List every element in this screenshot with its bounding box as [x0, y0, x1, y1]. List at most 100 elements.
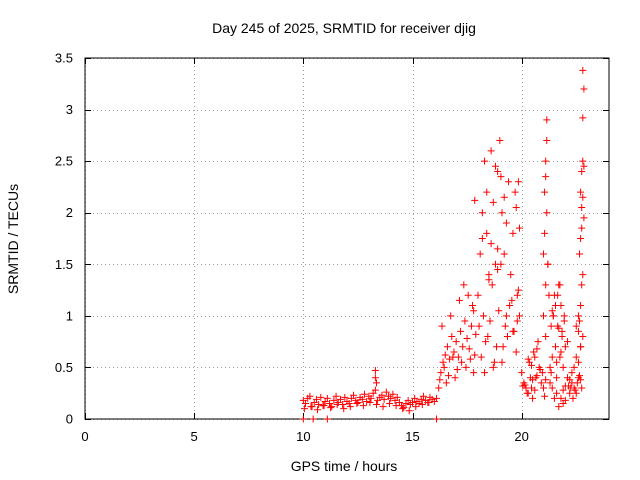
data-point [494, 265, 502, 273]
data-point [502, 219, 510, 227]
data-point [346, 403, 354, 411]
data-point [515, 312, 523, 320]
data-point [478, 235, 486, 242]
data-point [568, 369, 576, 377]
data-point [494, 245, 502, 253]
data-point [478, 209, 486, 217]
data-point [497, 260, 505, 268]
data-point [533, 345, 541, 353]
data-point [453, 365, 461, 373]
data-point [500, 193, 508, 201]
data-point [306, 392, 314, 400]
data-point [567, 384, 575, 392]
data-point [549, 312, 557, 320]
data-point [547, 322, 555, 330]
data-point [531, 353, 539, 361]
data-point [553, 389, 561, 397]
data-point [578, 204, 586, 212]
data-point [514, 178, 522, 186]
data-point [491, 162, 499, 170]
data-point [497, 173, 505, 181]
data-point [404, 396, 412, 404]
data-point [541, 188, 549, 196]
x-tick-label: 15 [405, 429, 419, 444]
data-point [300, 405, 308, 413]
data-point [455, 296, 463, 304]
data-point [438, 322, 446, 330]
data-point [556, 353, 564, 361]
x-tick-label: 0 [81, 429, 88, 444]
data-point [330, 396, 338, 404]
y-tick-label: 3 [66, 102, 73, 117]
data-point [463, 335, 471, 343]
data-point [540, 312, 547, 320]
data-point [481, 369, 489, 377]
data-point [314, 406, 322, 414]
data-point [489, 363, 497, 371]
data-point [564, 338, 572, 346]
data-point [371, 386, 379, 394]
data-point [372, 401, 380, 409]
data-point [548, 384, 556, 392]
data-point [542, 281, 550, 289]
data-point [443, 343, 451, 351]
data-point [530, 348, 538, 356]
data-point [578, 224, 586, 232]
data-point [515, 224, 523, 232]
data-point [521, 381, 529, 389]
data-point [481, 157, 489, 165]
data-point [559, 386, 567, 394]
data-point [440, 363, 448, 371]
data-point [543, 209, 551, 217]
data-point [332, 392, 340, 400]
data-point [547, 369, 555, 377]
data-point [555, 324, 563, 332]
data-point [399, 405, 407, 413]
data-point [467, 322, 475, 330]
data-point [527, 384, 535, 392]
data-point [323, 415, 331, 423]
data-point [574, 358, 582, 366]
data-point [405, 407, 413, 415]
data-point [512, 204, 520, 212]
data-point [477, 353, 485, 361]
data-point [506, 302, 514, 310]
data-point [529, 394, 537, 402]
data-point [441, 351, 449, 359]
data-point [389, 390, 397, 398]
data-point [580, 85, 588, 93]
data-point [509, 327, 517, 335]
data-point [538, 369, 546, 377]
data-point [542, 332, 550, 340]
data-point [542, 376, 550, 384]
y-axis-label: SRMTID / TECUs [5, 184, 21, 294]
data-point [498, 209, 506, 217]
data-point [495, 307, 503, 315]
data-point [569, 394, 577, 402]
data-point [436, 376, 444, 384]
y-tick-label: 0.5 [55, 360, 73, 375]
data-point [502, 312, 510, 320]
data-point [412, 403, 420, 411]
data-point [476, 250, 484, 258]
data-point [469, 302, 477, 310]
data-point [451, 374, 459, 382]
data-point [552, 343, 560, 351]
data-point [559, 363, 567, 371]
data-point [553, 374, 561, 382]
data-point [543, 116, 551, 124]
data-point [496, 137, 504, 145]
data-point [378, 391, 386, 399]
data-point [580, 214, 588, 222]
data-point [578, 281, 586, 289]
data-point [448, 332, 456, 340]
data-point [577, 376, 585, 384]
data-point [499, 343, 507, 351]
data-point [470, 307, 478, 315]
data-point [577, 235, 585, 242]
data-point [487, 147, 495, 155]
data-point [550, 394, 558, 402]
data-point [507, 271, 515, 279]
data-point [570, 363, 578, 371]
data-point [540, 250, 547, 258]
